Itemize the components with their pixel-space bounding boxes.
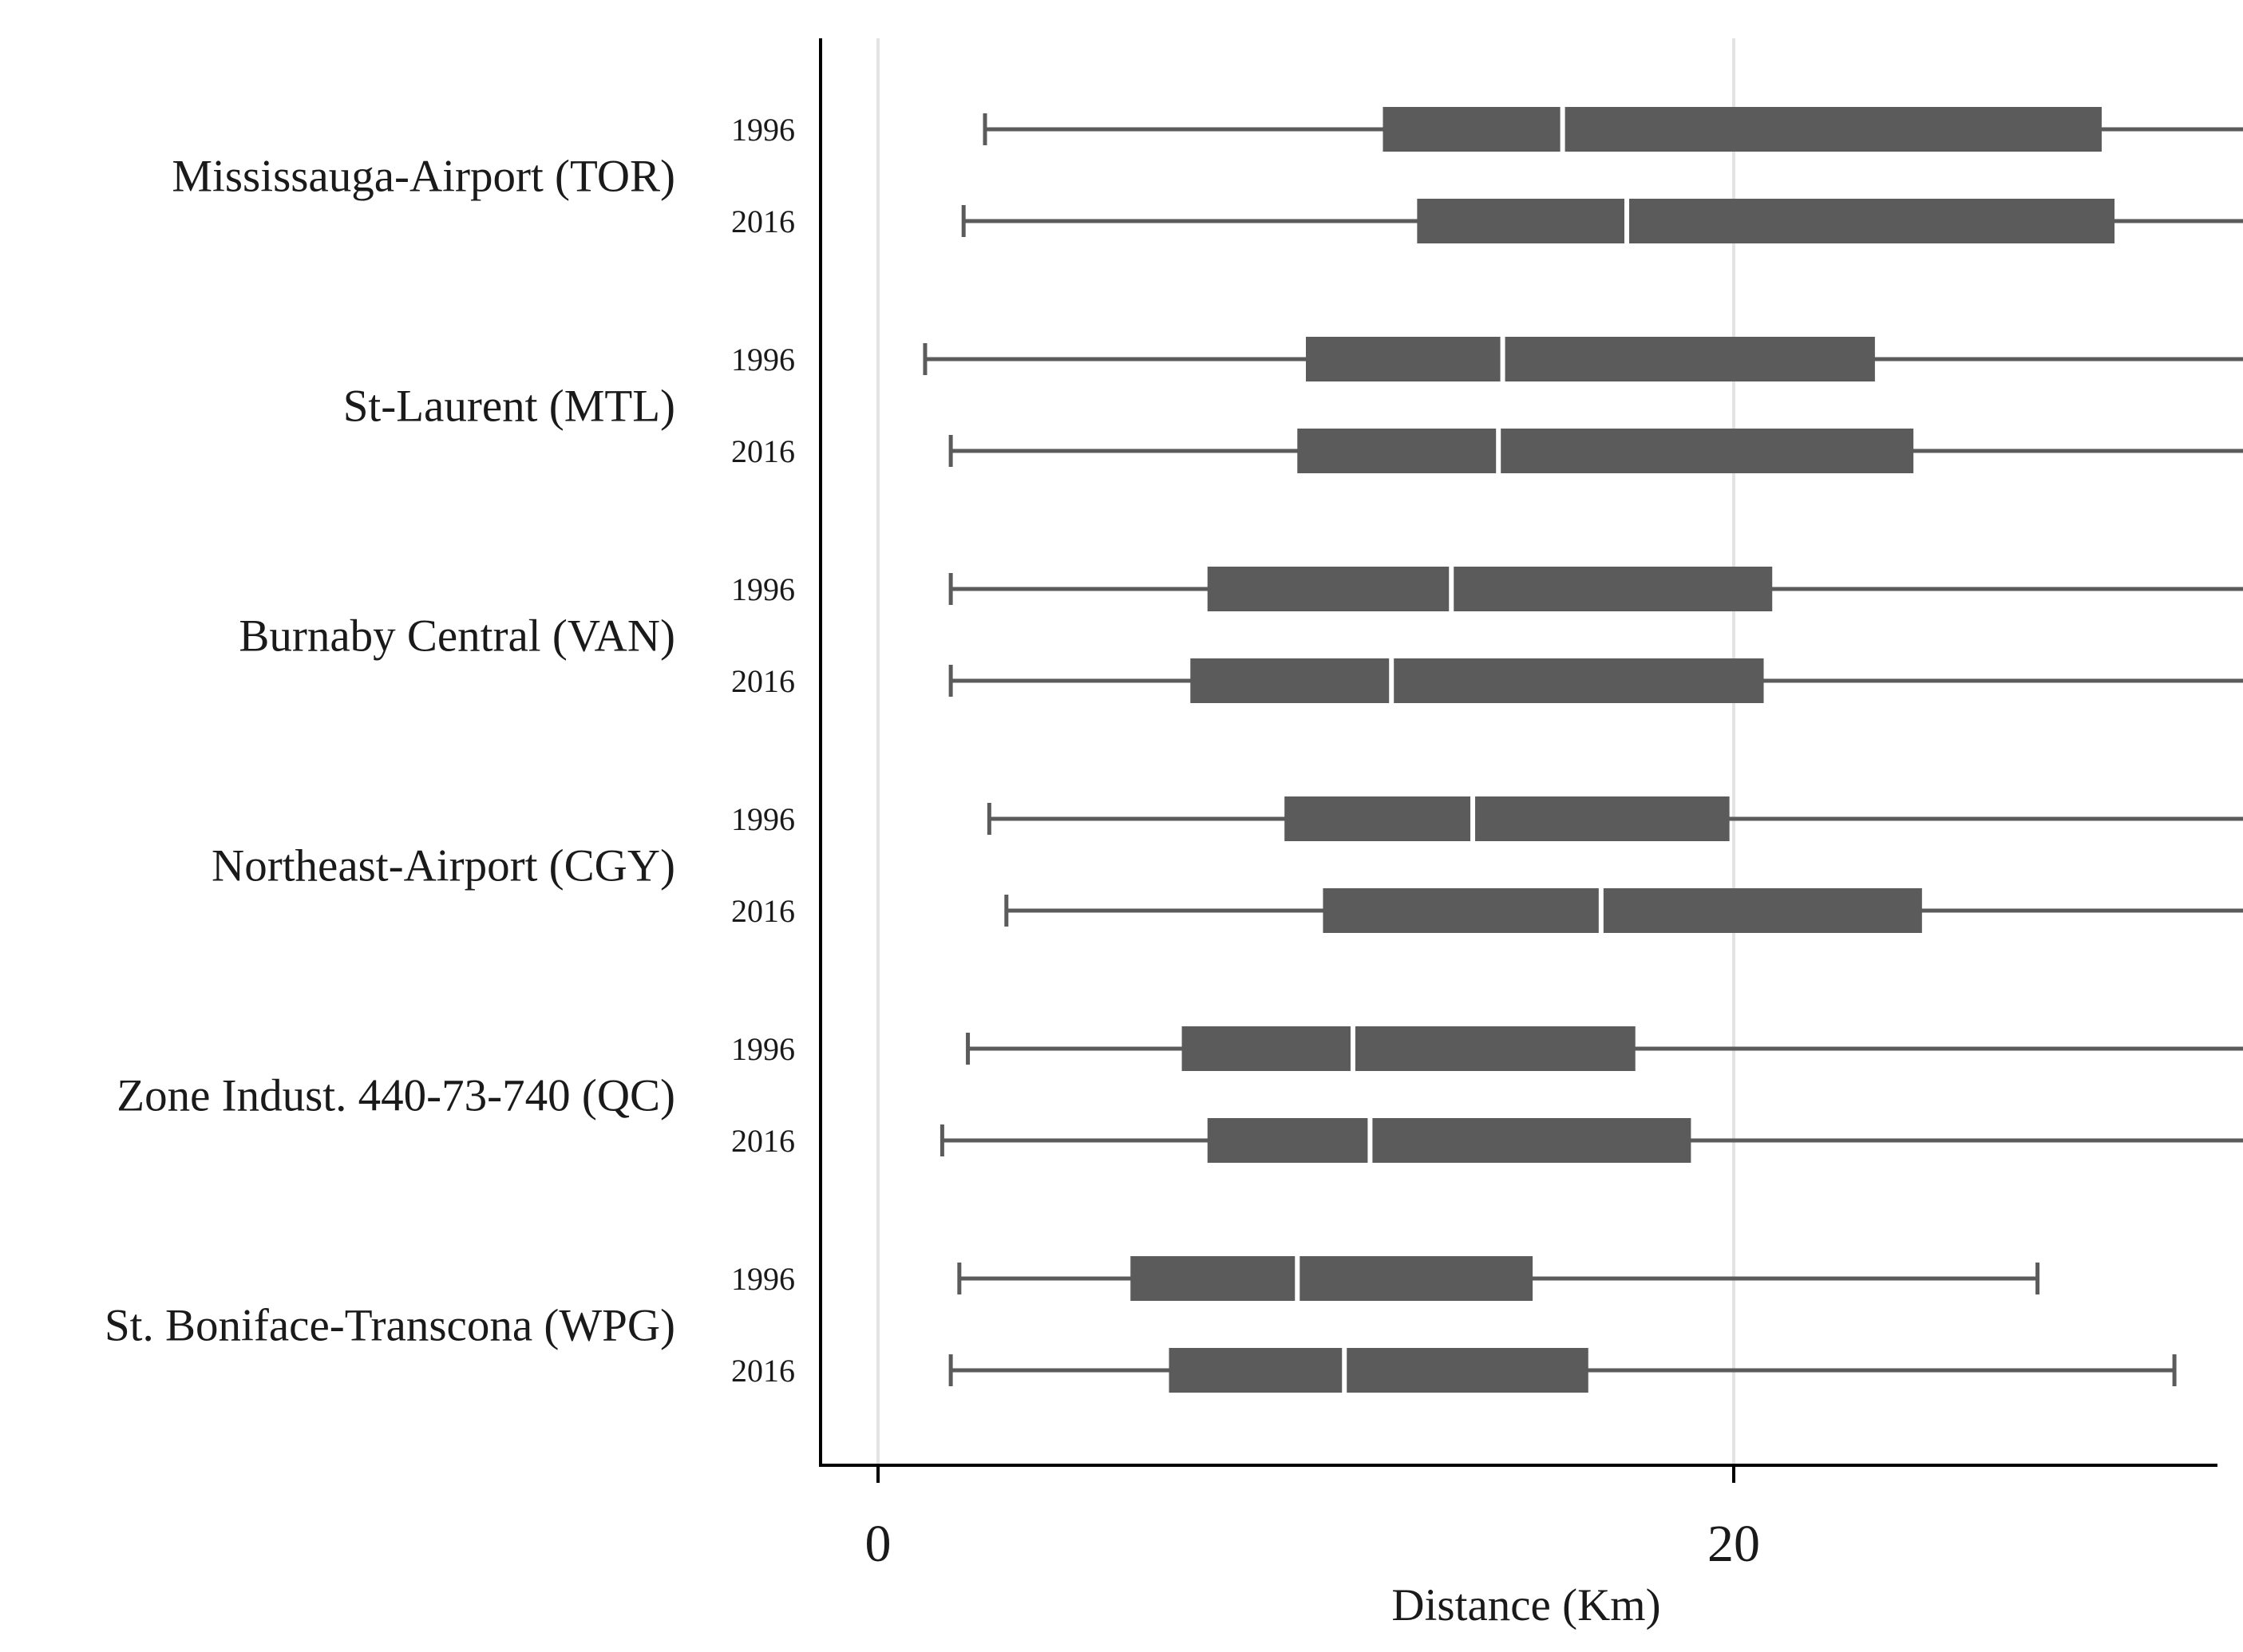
box-plot <box>983 107 2243 152</box>
box-plot <box>957 1256 2040 1301</box>
box-plot <box>961 199 2243 243</box>
box-plot <box>948 567 2243 611</box>
iqr-box <box>1417 199 2115 243</box>
year-label: 2016 <box>731 1353 795 1389</box>
iqr-box <box>1181 1026 1636 1071</box>
box-plot <box>948 658 2243 703</box>
grid-lines <box>876 38 1735 1465</box>
iqr-box <box>1169 1348 1588 1393</box>
iqr-box <box>1383 107 2102 152</box>
year-label: 2016 <box>731 1123 795 1159</box>
year-label: 1996 <box>731 801 795 837</box>
iqr-box <box>1323 888 1922 933</box>
axes <box>819 38 2217 1483</box>
box-plot <box>923 337 2243 381</box>
year-label: 2016 <box>731 663 795 699</box>
iqr-box <box>1297 429 1914 473</box>
x-tick-label: 0 <box>865 1515 892 1573</box>
year-label: 2016 <box>731 893 795 929</box>
group-label: St. Boniface-Transcona (WPG) <box>105 1301 675 1351</box>
box-plot <box>948 1348 2177 1393</box>
group-label: Zone Indust. 440-73-740 (QC) <box>117 1071 675 1121</box>
group-label: St-Laurent (MTL) <box>343 381 675 432</box>
year-label: 2016 <box>731 433 795 469</box>
iqr-box <box>1207 1118 1691 1163</box>
x-axis-title: Distance (Km) <box>1391 1580 1660 1630</box>
iqr-box <box>1284 796 1730 841</box>
iqr-box <box>1207 567 1773 611</box>
group-label: Mississauga-Airport (TOR) <box>172 152 675 202</box>
labels: 0204060Mississauga-Airport (TOR)19962016… <box>105 112 1760 1573</box>
year-label: 2016 <box>731 204 795 239</box>
box-plot <box>987 796 2243 841</box>
x-tick-label: 20 <box>1707 1515 1760 1573</box>
year-label: 1996 <box>731 1031 795 1067</box>
group-label: Northeast-Airport (CGY) <box>212 841 675 891</box>
iqr-box <box>1190 658 1764 703</box>
group-label: Burnaby Central (VAN) <box>239 611 675 662</box>
year-label: 1996 <box>731 1261 795 1297</box>
box-plot <box>966 1026 2243 1071</box>
year-label: 1996 <box>731 571 795 607</box>
iqr-box <box>1306 337 1875 381</box>
box-plot <box>940 1118 2243 1163</box>
box-plot <box>1004 888 2243 933</box>
iqr-box <box>1130 1256 1533 1301</box>
year-label: 1996 <box>731 342 795 377</box>
box-series <box>923 107 2243 1393</box>
year-label: 1996 <box>731 112 795 148</box>
box-plot <box>948 429 2243 473</box>
